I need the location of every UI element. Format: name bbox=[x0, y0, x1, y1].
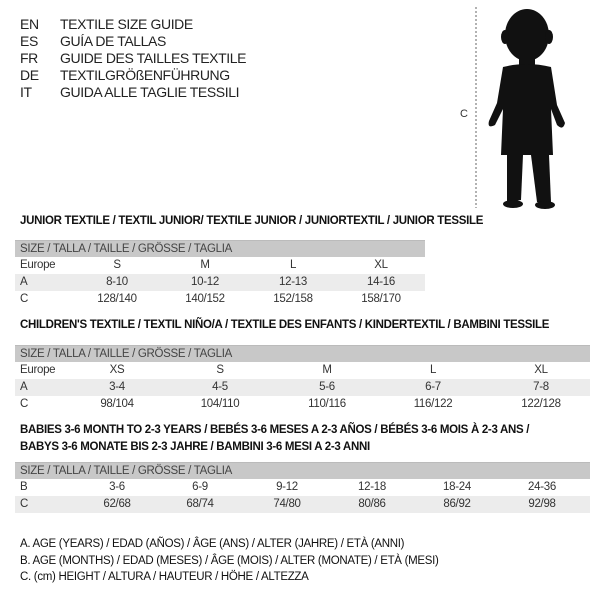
table-cell: 18-24 bbox=[443, 481, 471, 493]
children-size-table: SIZE / TALLA / TAILLE / GRÖSSE / TAGLIA E… bbox=[15, 345, 590, 413]
table-cell: 3-6 bbox=[109, 481, 125, 493]
language-code: DE bbox=[20, 67, 39, 83]
table-cell: 10-12 bbox=[191, 276, 219, 288]
row-label: C bbox=[20, 498, 29, 510]
table-cell: 80/86 bbox=[358, 498, 386, 510]
height-label: C bbox=[460, 108, 468, 120]
row-label: Europe bbox=[20, 259, 56, 271]
table-cell: 86/92 bbox=[443, 498, 471, 510]
table-cell: XS bbox=[109, 364, 125, 376]
table-cell: 92/98 bbox=[528, 498, 556, 510]
table-cell: 9-12 bbox=[276, 481, 298, 493]
table-cell: 5-6 bbox=[319, 381, 335, 393]
size-header: SIZE / TALLA / TAILLE / GRÖSSE / TAGLIA bbox=[15, 462, 590, 479]
table-cell: M bbox=[322, 364, 332, 376]
junior-title: JUNIOR TEXTILE / TEXTIL JUNIOR/ TEXTILE … bbox=[20, 215, 484, 227]
babies-title-line2: BABYS 3-6 MONATE BIS 2-3 JAHRE / BAMBINI… bbox=[20, 441, 370, 453]
language-code: IT bbox=[20, 84, 32, 100]
table-cell: 74/80 bbox=[273, 498, 301, 510]
language-code: EN bbox=[20, 16, 39, 32]
table-cell: 7-8 bbox=[533, 381, 549, 393]
children-title: CHILDREN'S TEXTILE / TEXTIL NIÑO/A / TEX… bbox=[20, 319, 550, 331]
babies-size-table: SIZE / TALLA / TAILLE / GRÖSSE / TAGLIA B… bbox=[15, 462, 590, 513]
table-cell: S bbox=[113, 259, 121, 271]
table-row: Europe XS S M L XL bbox=[15, 362, 590, 379]
legend-b: B. AGE (MONTHS) / EDAD (MESES) / ÂGE (MO… bbox=[20, 555, 439, 567]
row-label: A bbox=[20, 276, 28, 288]
table-cell: XL bbox=[374, 259, 388, 271]
table-cell: 6-9 bbox=[192, 481, 208, 493]
table-row: A 8-10 10-12 12-13 14-16 bbox=[15, 274, 425, 291]
size-header: SIZE / TALLA / TAILLE / GRÖSSE / TAGLIA bbox=[15, 345, 590, 362]
row-label: A bbox=[20, 381, 28, 393]
table-cell: L bbox=[429, 364, 437, 376]
table-cell: 12-13 bbox=[279, 276, 307, 288]
row-label: C bbox=[20, 293, 29, 305]
table-row: C 128/140 140/152 152/158 158/170 bbox=[15, 291, 425, 308]
table-cell: 98/104 bbox=[100, 398, 134, 410]
child-silhouette-icon bbox=[475, 7, 565, 209]
table-row: A 3-4 4-5 5-6 6-7 7-8 bbox=[15, 379, 590, 396]
table-row: B 3-6 6-9 9-12 12-18 18-24 24-36 bbox=[15, 479, 590, 496]
table-cell: 116/122 bbox=[413, 398, 453, 410]
language-title: GUIDA ALLE TAGLIE TESSILI bbox=[60, 84, 240, 100]
babies-title-line1: BABIES 3-6 MONTH TO 2-3 YEARS / BEBÉS 3-… bbox=[20, 424, 530, 436]
language-code: FR bbox=[20, 50, 38, 66]
language-code: ES bbox=[20, 33, 38, 49]
table-cell: 140/152 bbox=[185, 293, 225, 305]
junior-size-table: SIZE / TALLA / TAILLE / GRÖSSE / TAGLIA E… bbox=[15, 240, 425, 308]
table-cell: 24-36 bbox=[528, 481, 556, 493]
table-cell: 6-7 bbox=[425, 381, 441, 393]
table-cell: S bbox=[216, 364, 224, 376]
language-title: GUIDE DES TAILLES TEXTILE bbox=[60, 50, 247, 66]
size-header: SIZE / TALLA / TAILLE / GRÖSSE / TAGLIA bbox=[15, 240, 425, 257]
language-title: TEXTILE SIZE GUIDE bbox=[60, 16, 193, 32]
table-cell: 12-18 bbox=[358, 481, 386, 493]
table-cell: 3-4 bbox=[109, 381, 125, 393]
table-cell: XL bbox=[534, 364, 548, 376]
table-row: Europe S M L XL bbox=[15, 257, 425, 274]
table-cell: 128/140 bbox=[97, 293, 137, 305]
table-cell: 62/68 bbox=[103, 498, 131, 510]
table-cell: 158/170 bbox=[361, 293, 401, 305]
legend-a: A. AGE (YEARS) / EDAD (AÑOS) / ÂGE (ANS)… bbox=[20, 538, 405, 550]
table-cell: 110/116 bbox=[308, 398, 346, 410]
table-cell: 122/128 bbox=[521, 398, 561, 410]
table-cell: M bbox=[200, 259, 210, 271]
language-title: GUÍA DE TALLAS bbox=[60, 33, 166, 49]
row-label: Europe bbox=[20, 364, 56, 376]
table-cell: 8-10 bbox=[106, 276, 128, 288]
row-label: B bbox=[20, 481, 28, 493]
table-row: C 98/104 104/110 110/116 116/122 122/128 bbox=[15, 396, 590, 413]
table-row: C 62/68 68/74 74/80 80/86 86/92 92/98 bbox=[15, 496, 590, 513]
legend-c: C. (cm) HEIGHT / ALTURA / HAUTEUR / HÖHE… bbox=[20, 571, 309, 583]
table-cell: 104/110 bbox=[200, 398, 240, 410]
table-cell: 68/74 bbox=[186, 498, 214, 510]
table-cell: L bbox=[289, 259, 297, 271]
language-title: TEXTILGRÖßENFÜHRUNG bbox=[60, 67, 230, 83]
table-cell: 152/158 bbox=[273, 293, 313, 305]
row-label: C bbox=[20, 398, 29, 410]
table-cell: 4-5 bbox=[212, 381, 228, 393]
table-cell: 14-16 bbox=[367, 276, 395, 288]
